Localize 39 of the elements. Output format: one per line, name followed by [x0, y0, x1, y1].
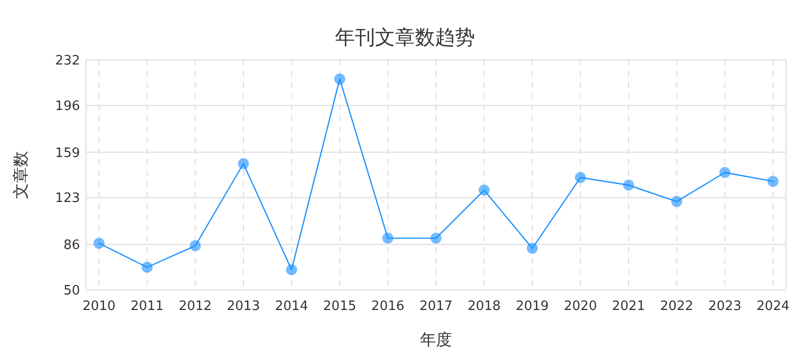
point	[719, 166, 730, 178]
point	[238, 158, 249, 170]
y-tick-label: 86	[63, 238, 80, 254]
x-tick-label: 2024	[756, 299, 790, 314]
point	[382, 232, 394, 244]
point	[623, 180, 634, 191]
x-tick-label: 2018	[468, 299, 501, 314]
x-tick-label: 2013	[226, 299, 260, 314]
point	[478, 184, 490, 196]
point	[768, 176, 778, 187]
x-tick-label: 2014	[275, 299, 308, 314]
x-tick-label: 2011	[130, 299, 164, 314]
y-axis-title: 文章数	[11, 151, 30, 199]
x-tick-label: 2010	[82, 299, 116, 314]
point	[94, 238, 104, 249]
chart-title: 年刊文章数趋势	[335, 25, 475, 49]
point	[142, 262, 153, 273]
y-tick-label: 123	[55, 191, 80, 206]
point	[671, 196, 682, 208]
x-axis-title: 年度	[420, 330, 452, 349]
y-tick-label: 196	[55, 98, 80, 114]
point	[190, 240, 201, 252]
x-tick-label: 2020	[564, 299, 597, 314]
x-tick-label: 2021	[612, 299, 646, 314]
y-tick-label: 232	[55, 54, 80, 68]
point	[286, 264, 298, 276]
point	[334, 73, 346, 84]
y-tick-label: 159	[55, 146, 80, 161]
x-tick-label: 2022	[660, 299, 694, 314]
x-tick-label: 2012	[178, 299, 212, 314]
point	[430, 232, 442, 244]
point	[526, 242, 538, 254]
x-tick-label: 2023	[708, 299, 742, 314]
x-tick-label: 2019	[516, 299, 549, 314]
x-tick-label: 2015	[323, 299, 356, 314]
point	[574, 172, 586, 184]
x-tick-label: 2016	[371, 299, 404, 314]
y-tick-label: 50	[63, 284, 80, 298]
x-tick-label: 2017	[419, 299, 453, 314]
